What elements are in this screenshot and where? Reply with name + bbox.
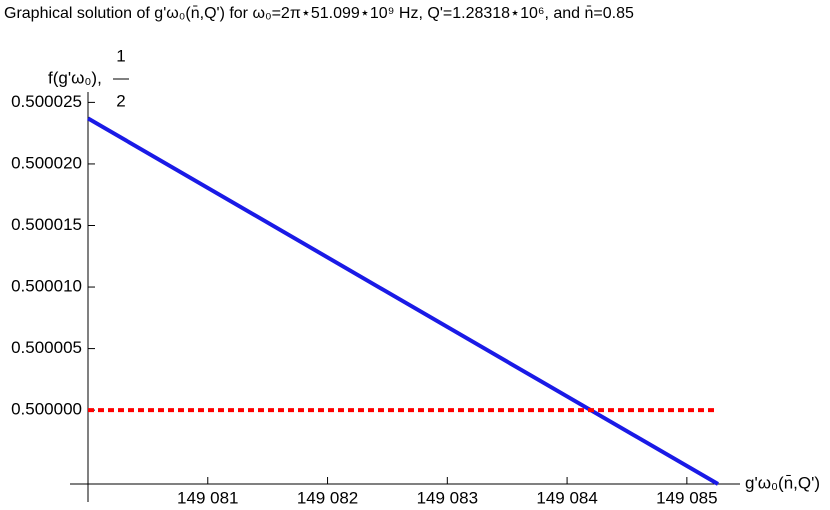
chart-title: Graphical solution of g'ω₀(n̄,Q') for ω₀… xyxy=(4,5,634,22)
series-line xyxy=(86,116,720,486)
y-tick-label: 0.500025 xyxy=(11,92,82,111)
x-axis-label: g'ω₀(n̄,Q') xyxy=(745,473,820,492)
y-axis-label: f(g'ω₀), xyxy=(48,68,102,87)
y-tick-label: 0.500015 xyxy=(11,215,82,234)
y-tick-label: 0.500000 xyxy=(11,400,82,419)
x-tick-label: 149 084 xyxy=(536,488,597,507)
x-tick-label: 149 085 xyxy=(656,488,717,507)
y-tick-label: 0.500010 xyxy=(11,277,82,296)
y-axis-label-denominator: 2 xyxy=(116,91,125,110)
y-tick-label: 0.500005 xyxy=(11,338,82,357)
x-tick-label: 149 083 xyxy=(417,488,478,507)
x-tick-label: 149 081 xyxy=(177,488,238,507)
y-tick-label: 0.500020 xyxy=(11,153,82,172)
y-axis-label-numerator: 1 xyxy=(116,46,125,65)
x-tick-label: 149 082 xyxy=(297,488,358,507)
